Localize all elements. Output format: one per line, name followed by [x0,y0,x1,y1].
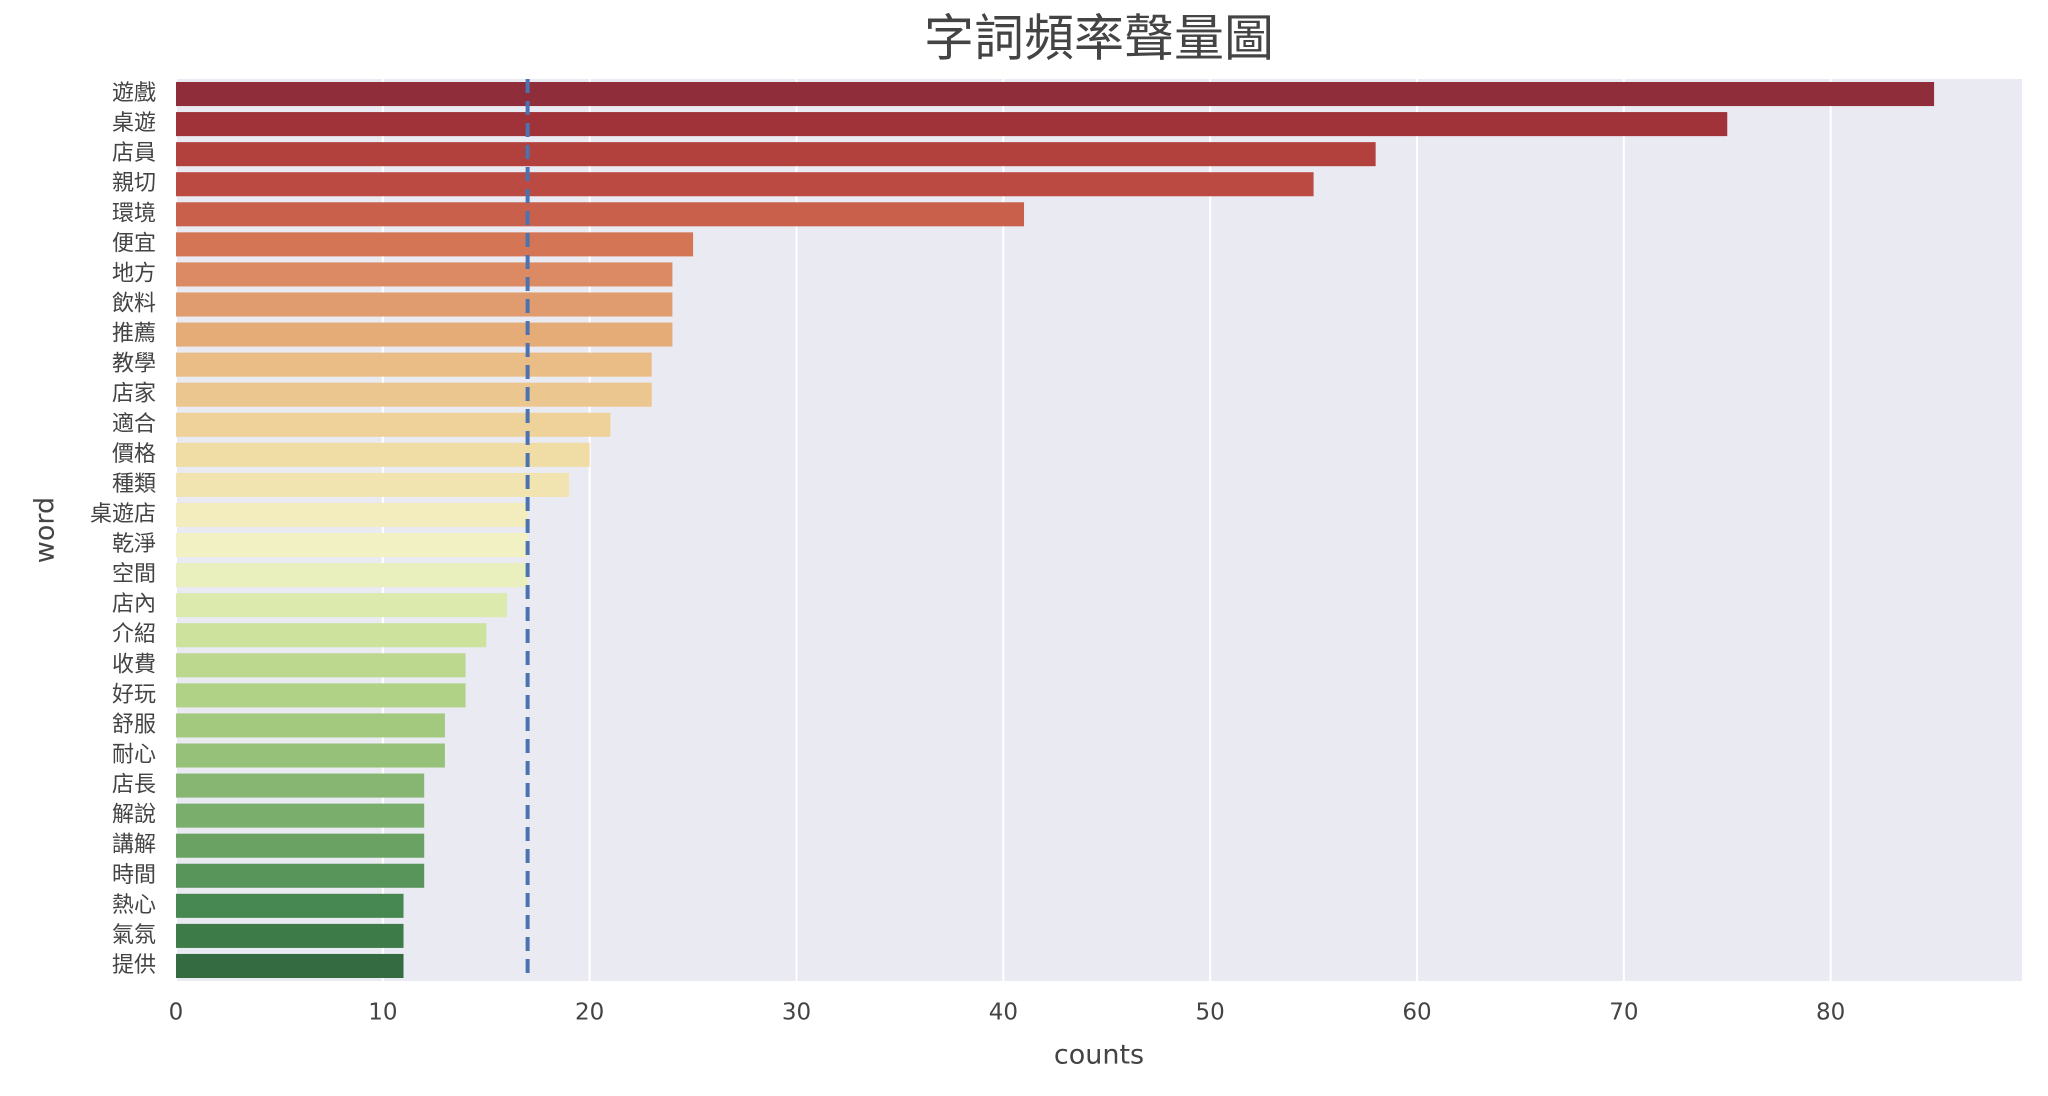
x-tick-label: 50 [1196,1000,1225,1026]
bar [176,803,425,828]
x-axis-label: counts [1054,1040,1144,1071]
y-tick-label: 種類 [112,472,156,497]
y-tick-label: 乾淨 [112,532,156,557]
y-tick-label: 桌遊 [112,111,156,136]
x-tick-label: 80 [1816,1000,1845,1026]
bar [176,953,404,978]
bar [176,322,673,347]
y-tick-label: 推薦 [112,322,156,347]
x-tick-label: 0 [169,1000,184,1026]
x-tick-label: 40 [989,1000,1018,1026]
bar [176,593,507,618]
x-tick-label: 10 [368,1000,397,1026]
bar [176,743,445,768]
x-tick-label: 60 [1402,1000,1431,1026]
bar [176,202,1025,227]
y-tick-label: 桌遊店 [90,502,156,527]
bar [176,833,425,858]
y-tick-label: 飲料 [112,292,156,317]
bar [176,292,673,317]
y-tick-label: 地方 [112,261,156,286]
bar [176,893,404,918]
y-tick-label: 收費 [112,652,156,677]
y-tick-label: 環境 [112,201,156,226]
bar [176,142,1376,167]
y-tick-label: 店長 [112,773,156,798]
bar [176,232,694,257]
bar [176,412,611,437]
y-tick-label: 熱心 [112,893,156,918]
bar [176,773,425,798]
bar [176,863,425,888]
y-tick-label: 適合 [112,412,156,437]
y-tick-label: 便宜 [112,231,156,256]
x-tick-label: 30 [782,1000,811,1026]
y-tick-label: 親切 [112,171,156,196]
plot-background [176,79,2022,981]
y-axis-label: word [30,497,61,563]
y-tick-label: 好玩 [112,682,156,707]
bar [176,533,528,558]
bar [176,382,652,407]
x-tick-label: 20 [575,1000,604,1026]
y-tick-label: 氣氛 [112,923,156,948]
bar [176,442,590,467]
bar [176,472,569,497]
bar [176,112,1728,137]
y-tick-label: 介紹 [112,622,156,647]
bar [176,683,466,708]
bar [176,623,487,648]
y-tick-label: 解說 [112,803,156,828]
x-tick-label: 70 [1609,1000,1638,1026]
y-tick-label: 講解 [112,833,156,858]
y-tick-label: 店家 [112,382,156,407]
y-tick-label: 店內 [112,592,156,617]
y-tick-label: 教學 [112,352,156,377]
bar [176,563,528,588]
bar [176,352,652,377]
bar [176,262,673,287]
y-tick-label: 價格 [112,442,156,467]
chart-title: 字詞頻率聲量圖 [924,10,1274,68]
bar [176,653,466,678]
y-tick-label: 空間 [112,562,156,587]
y-tick-label: 店員 [112,141,156,166]
bar [176,923,404,948]
y-tick-label: 舒服 [112,712,156,737]
y-tick-label: 提供 [112,953,156,978]
bar [176,502,528,527]
bar [176,82,1935,107]
y-tick-label: 遊戲 [112,81,156,106]
y-tick-label: 時間 [112,863,156,888]
bar [176,172,1314,197]
bar [176,713,445,738]
y-tick-label: 耐心 [112,743,156,768]
